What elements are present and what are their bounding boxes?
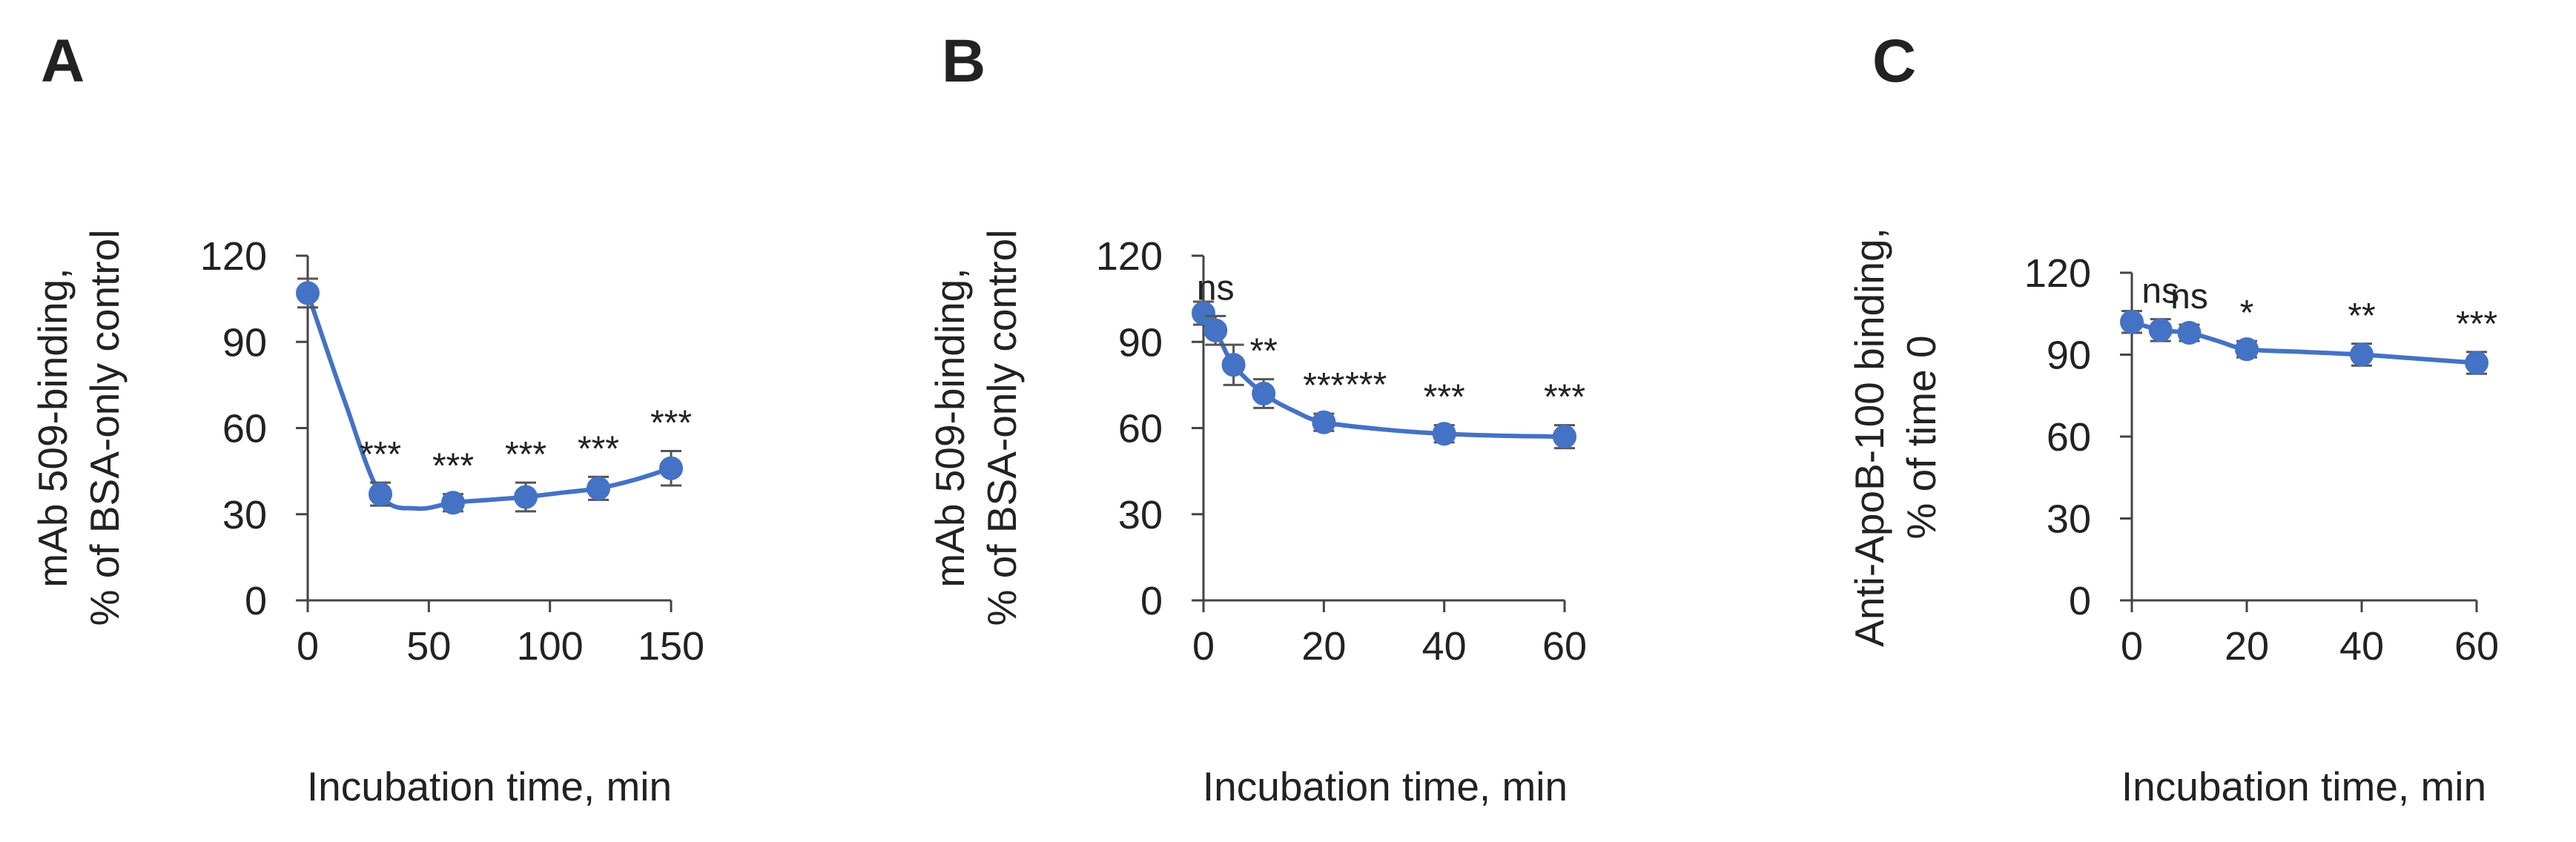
y-tick-label: 0 [2069, 579, 2091, 623]
y-tick-label: 0 [1140, 579, 1163, 623]
data-point [2235, 337, 2259, 362]
data-point [2465, 351, 2489, 375]
data-point [1432, 422, 1456, 446]
y-axis-title-line1: mAb 509-binding, [927, 268, 973, 587]
x-axis-title: Incubation time, min [307, 763, 672, 809]
significance-label: *** [1424, 378, 1465, 417]
y-tick-label: 120 [1096, 234, 1163, 279]
significance-label: * [2240, 294, 2254, 333]
x-tick-label: 50 [406, 624, 451, 669]
x-axis-title: Incubation time, min [2121, 763, 2486, 809]
chart-panel-c: C 0 30 60 90 120 0 20 40 60 Incubation time, min An… [1846, 27, 2499, 809]
panel-letter: C [1872, 27, 1916, 95]
data-point [369, 482, 392, 506]
significance-label: *** [505, 435, 546, 474]
x-tick-label: 60 [2454, 624, 2499, 669]
significance-label: *** [360, 435, 401, 474]
data-point [296, 281, 320, 305]
x-tick-label: 0 [2121, 624, 2143, 669]
y-axis-title-line1: mAb 509-binding, [30, 268, 76, 587]
data-point [659, 456, 683, 480]
y-tick-label: 30 [2047, 497, 2091, 542]
y-tick-label: 60 [2047, 415, 2091, 460]
significance-label: ** [2348, 296, 2375, 336]
y-tick-label: 0 [245, 579, 267, 623]
y-axis-title-line2: % of BSA-only control [979, 230, 1025, 626]
y-tick-label: 90 [2047, 334, 2091, 378]
significance-label: *** [2456, 305, 2497, 344]
data-point [587, 476, 610, 500]
y-tick-label: 120 [200, 234, 267, 279]
data-point [1203, 318, 1228, 342]
significance-label: *** [1544, 378, 1585, 417]
x-tick-label: 0 [297, 624, 319, 669]
x-axis-title: Incubation time, min [1203, 763, 1568, 809]
data-point [1312, 410, 1336, 434]
x-tick-label: 60 [1542, 624, 1587, 669]
y-axis-title-line2: % of BSA-only control [82, 230, 128, 626]
significance-label: *** [1345, 365, 1387, 405]
significance-label: ** [1249, 332, 1277, 371]
panel-letter: B [942, 27, 985, 95]
series-line [306, 292, 672, 511]
data-point [1192, 301, 1215, 325]
significance-label: *** [650, 404, 692, 443]
x-tick-label: 40 [1422, 624, 1467, 669]
significance-label: *** [1303, 366, 1344, 405]
significance-label: *** [432, 447, 474, 486]
x-tick-label: 150 [638, 624, 704, 669]
data-point [2177, 321, 2202, 345]
y-axis-title-line2: % of time 0 [1898, 335, 1944, 539]
y-tick-label: 30 [222, 493, 267, 537]
y-tick-label: 90 [1118, 320, 1163, 365]
significance-label: ns [2170, 277, 2208, 316]
data-point [2120, 310, 2144, 334]
x-tick-label: 20 [2225, 624, 2269, 669]
y-tick-label: 60 [1118, 407, 1163, 451]
data-point [2148, 318, 2173, 342]
x-tick-label: 40 [2339, 624, 2384, 669]
chart-panel-a: A 0 30 60 90 120 0 50 100 150 Incubation time, min… [30, 27, 704, 809]
data-point [1252, 382, 1276, 405]
data-point [2350, 342, 2374, 367]
x-tick-label: 20 [1301, 624, 1346, 669]
y-tick-label: 30 [1118, 493, 1163, 537]
significance-label: *** [578, 429, 619, 468]
x-tick-label: 100 [517, 624, 584, 669]
data-point [441, 491, 465, 515]
chart-panel-b: B 0 30 60 90 120 0 20 40 60 Incubation time, min mA… [927, 27, 1587, 809]
significance-label: ns [1197, 268, 1235, 308]
y-tick-label: 120 [2024, 251, 2091, 296]
panel-letter: A [41, 27, 85, 95]
x-tick-label: 0 [1192, 624, 1215, 669]
data-point [1221, 353, 1246, 377]
data-point [1553, 425, 1576, 449]
y-axis-title-line1: Anti-ApoB-100 binding, [1846, 228, 1892, 647]
significance-label: ns [2141, 272, 2179, 311]
data-point [514, 485, 538, 509]
y-tick-label: 90 [222, 320, 267, 365]
y-tick-label: 60 [222, 407, 267, 451]
